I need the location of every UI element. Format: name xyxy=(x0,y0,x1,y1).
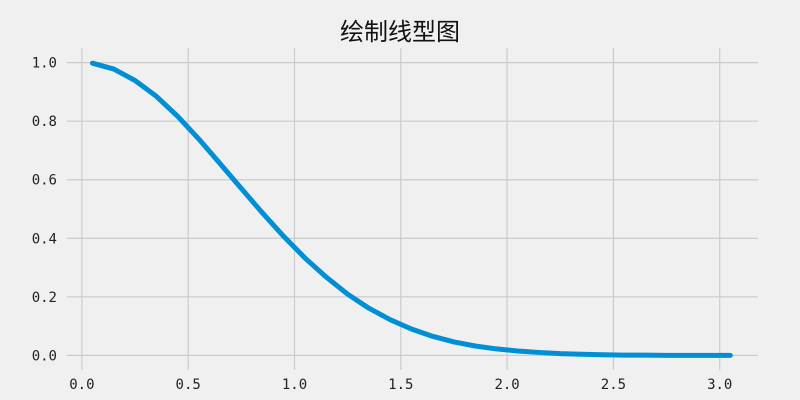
x-tick-label: 2.5 xyxy=(601,377,626,393)
y-tick-label: 0.2 xyxy=(32,290,57,306)
y-tick-labels: 0.0 0.2 0.4 0.6 0.8 1.0 xyxy=(32,56,57,365)
x-grid xyxy=(81,48,721,370)
x-tick-label: 3.0 xyxy=(707,377,732,393)
y-tick-label: 0.6 xyxy=(32,173,57,189)
y-tick-label: 0.4 xyxy=(32,231,57,247)
chart-title: 绘制线型图 xyxy=(340,18,460,46)
x-tick-label: 0.0 xyxy=(69,377,94,393)
x-tick-label: 0.5 xyxy=(176,377,201,393)
y-tick-label: 0.8 xyxy=(32,114,57,130)
x-tick-labels: 0.0 0.5 1.0 1.5 2.0 2.5 3.0 xyxy=(69,377,732,393)
x-tick-label: 1.5 xyxy=(388,377,413,393)
series-line xyxy=(90,60,733,358)
series-layer xyxy=(90,60,733,358)
y-tick-label: 0.0 xyxy=(32,348,57,364)
y-tick-label: 1.0 xyxy=(32,56,57,72)
x-tick-label: 1.0 xyxy=(282,377,307,393)
x-tick-label: 2.0 xyxy=(494,377,519,393)
